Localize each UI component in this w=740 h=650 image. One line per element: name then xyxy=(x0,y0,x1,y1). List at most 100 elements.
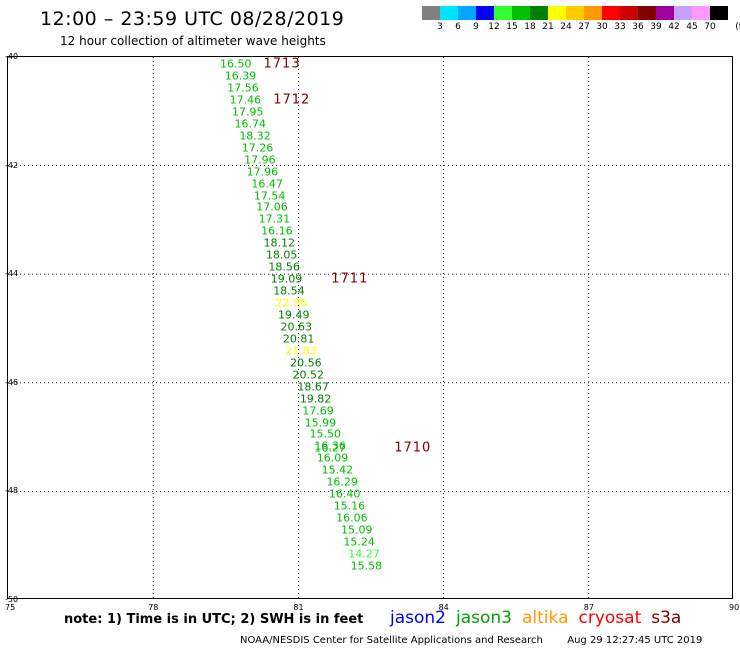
legend-label: 33 xyxy=(614,22,626,32)
map-grid xyxy=(8,57,732,598)
wave-height-observation: 18.54 xyxy=(273,284,305,298)
legend-swatch xyxy=(656,6,674,20)
pass-number-label: 1713 xyxy=(263,56,301,72)
legend-label: 70 xyxy=(704,22,716,32)
legend-color-bar xyxy=(422,6,728,20)
legend-label: 24 xyxy=(560,22,572,32)
legend-label: 15 xyxy=(506,22,518,32)
legend-label: 45 xyxy=(686,22,698,32)
latitude-tick-label: -50 xyxy=(5,595,19,604)
wave-height-observation: 16.16 xyxy=(261,224,293,238)
legend-label: 12 xyxy=(488,22,500,32)
legend-swatch xyxy=(440,6,458,20)
legend-label: 3 xyxy=(437,22,443,32)
wave-height-observation: 16.29 xyxy=(326,475,358,489)
wave-height-observation: 15.09 xyxy=(340,523,373,537)
wave-height-observation: 17.96 xyxy=(246,165,279,179)
wave-height-observation: 15.16 xyxy=(333,499,366,513)
wave-height-observation: 20.81 xyxy=(282,332,315,346)
footer-credit: NOAA/NESDIS Center for Satellite Applica… xyxy=(240,635,702,646)
legend-swatch xyxy=(512,6,530,20)
legend-swatch xyxy=(476,6,494,20)
wave-height-observation: 16.40 xyxy=(328,487,361,501)
longitude-tick-label: 75 xyxy=(5,603,16,612)
wave-height-observation: 18.32 xyxy=(239,129,271,143)
wave-height-observation: 18.67 xyxy=(297,380,329,394)
legend-label: 9 xyxy=(473,22,479,32)
satellite-name-altika: altika xyxy=(522,608,569,628)
wave-height-observation: 19.49 xyxy=(278,308,310,322)
legend-swatch xyxy=(566,6,584,20)
page-subtitle: 12 hour collection of altimeter wave hei… xyxy=(60,34,326,48)
satellite-name-s3a: s3a xyxy=(651,608,682,628)
wave-height-observation: 17.31 xyxy=(258,212,291,226)
legend-swatch xyxy=(602,6,620,20)
wave-height-observation: 15.42 xyxy=(321,463,354,477)
wave-height-observation: 18.12 xyxy=(263,236,296,250)
legend-swatch xyxy=(494,6,512,20)
wave-height-observation: 17.54 xyxy=(253,189,286,203)
wave-height-observation: 17.96 xyxy=(244,153,276,167)
legend-label: 27 xyxy=(578,22,590,32)
legend-swatch xyxy=(620,6,638,20)
wave-height-observation: 18.56 xyxy=(268,260,300,274)
pass-number-label: 1710 xyxy=(394,440,432,456)
legend-swatch xyxy=(530,6,548,20)
page-title: 12:00 – 23:59 UTC 08/28/2019 xyxy=(40,8,345,30)
legend-swatch xyxy=(692,6,710,20)
map-plot xyxy=(7,56,733,599)
wave-height-observation: 16.36 xyxy=(314,439,346,453)
credit-timestamp: Aug 29 12:27:45 UTC 2019 xyxy=(567,635,703,646)
legend-label: 21 xyxy=(542,22,554,32)
latitude-tick-label: -44 xyxy=(5,269,19,279)
legend-swatch xyxy=(710,6,728,20)
wave-height-observation: 15.58 xyxy=(350,559,383,573)
latitude-tick-label: -48 xyxy=(5,486,19,496)
satellite-name-jason2: jason2 xyxy=(390,608,446,628)
satellite-name-cryosat: cryosat xyxy=(578,608,642,628)
wave-height-observation: 17.95 xyxy=(232,105,264,119)
wave-height-observation: 20.52 xyxy=(292,368,325,382)
legend-swatch xyxy=(422,6,440,20)
latitude-tick-label: -46 xyxy=(5,377,19,387)
legend-label: 39 xyxy=(650,22,662,32)
legend-label: 36 xyxy=(632,22,644,32)
wave-height-observation: 14.27 xyxy=(348,547,380,561)
pass-number-label: 1711 xyxy=(331,271,369,287)
footer-note: note: 1) Time is in UTC; 2) SWH is in fe… xyxy=(64,612,364,627)
wave-height-observation: 16.27 xyxy=(314,441,346,455)
satellite-key: jason2 jason3 altika cryosat s3a xyxy=(390,608,691,628)
longitude-tick-label: 84 xyxy=(438,603,449,612)
wave-height-observation: 20.63 xyxy=(280,320,312,334)
wave-height-observation: 18.05 xyxy=(265,248,298,262)
wave-height-observation: 16.39 xyxy=(224,69,257,83)
wave-height-observation: 17.26 xyxy=(241,141,274,155)
legend-label: 30 xyxy=(596,22,608,32)
legend-label: 18 xyxy=(524,22,536,32)
longitude-tick-label: 78 xyxy=(148,603,159,612)
wave-height-observation: 21.83 xyxy=(285,344,317,358)
wave-height-observation: 16.74 xyxy=(234,117,266,131)
legend-unit: (ft) xyxy=(735,22,740,32)
wave-height-observation: 17.69 xyxy=(302,404,334,418)
legend-label: 6 xyxy=(455,22,461,32)
latitude-tick-label: -40 xyxy=(5,52,19,61)
longitude-tick-label: 81 xyxy=(293,603,304,612)
pass-number-label: 1712 xyxy=(273,92,311,108)
wave-height-observation: 19.09 xyxy=(270,272,303,286)
wave-height-observation: 16.09 xyxy=(316,451,349,465)
satellite-name-jason3: jason3 xyxy=(456,608,512,628)
wave-height-observation: 16.47 xyxy=(251,177,283,191)
wave-height-observation: 20.56 xyxy=(290,356,322,370)
longitude-tick-label: 87 xyxy=(583,603,594,612)
legend-swatch xyxy=(584,6,602,20)
latitude-tick-label: -42 xyxy=(5,160,19,170)
wave-height-observation: 17.46 xyxy=(229,93,262,107)
wave-height-observation: 16.06 xyxy=(336,511,368,525)
wave-height-observation: 22.96 xyxy=(275,296,308,310)
wave-height-observation: 15.50 xyxy=(309,427,342,441)
legend-label: 42 xyxy=(668,22,680,32)
legend-swatch xyxy=(638,6,656,20)
